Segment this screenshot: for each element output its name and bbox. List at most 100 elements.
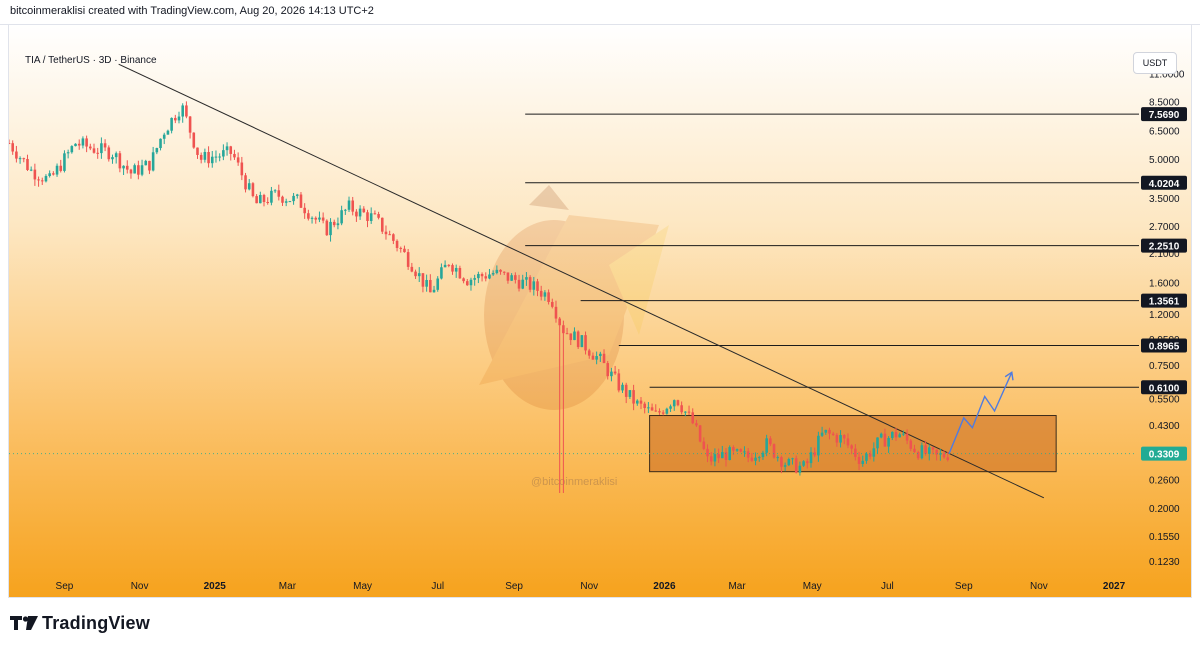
y-tick-label: 0.2000 [1149, 504, 1180, 515]
candle-body [695, 423, 698, 426]
candle-body [159, 138, 162, 149]
candle-body [562, 325, 565, 334]
candle-body [735, 449, 739, 451]
downtrend-line [118, 63, 1045, 499]
candle-body [462, 278, 465, 282]
candle-body [355, 211, 358, 217]
y-tick-label: 8.5000 [1149, 98, 1180, 109]
candle-body [580, 335, 584, 348]
candle-body [225, 146, 229, 151]
chart-background [9, 25, 1191, 597]
candle-body [521, 279, 525, 289]
candle-body [539, 290, 543, 297]
level-price-badge [1141, 175, 1187, 190]
candle-body [824, 429, 828, 433]
candle-body [743, 451, 746, 453]
candle-body [547, 292, 550, 302]
y-tick-label: 1.2000 [1149, 310, 1180, 321]
candle-body [865, 453, 868, 461]
candle-body [783, 465, 787, 467]
candle-body [177, 116, 181, 121]
y-tick-label: 0.4300 [1149, 421, 1180, 432]
candle-body [273, 190, 277, 192]
candle-body [92, 148, 96, 153]
candle-body [48, 173, 51, 177]
candle-body [321, 217, 325, 221]
x-tick-label: Nov [131, 581, 149, 592]
candle-body [595, 356, 598, 360]
candle-body [750, 457, 754, 461]
candle-body [192, 132, 196, 148]
price-chart[interactable]: @bitcoinmeraklisi 11.0000 8.5000 6.5000 5.0… [9, 25, 1192, 598]
candle-body [336, 223, 340, 226]
candle-body [222, 150, 225, 157]
candle-body [29, 169, 33, 171]
candle-body [140, 165, 144, 175]
candle-body [307, 213, 310, 219]
candle-body [499, 269, 502, 272]
candle-body [74, 143, 77, 147]
candle-body [436, 278, 440, 290]
candle-body [732, 447, 735, 451]
candle-body [872, 448, 876, 457]
candle-body [772, 444, 776, 458]
candle-body [81, 138, 85, 146]
candle-body [122, 165, 125, 169]
candle-body [491, 273, 495, 275]
candle-body [931, 447, 935, 450]
candle-body [125, 165, 129, 170]
symbol-info: TIA / TetherUS · 3D · Binance [25, 55, 157, 66]
footer-branding: TradingView [10, 610, 150, 636]
candle-body [536, 281, 539, 291]
candle-body [196, 147, 199, 155]
candle-body [458, 267, 462, 279]
candle-body [332, 221, 336, 226]
x-tick-label: Nov [580, 581, 598, 592]
candle-body [828, 429, 831, 434]
y-tick-label: 2.7000 [1149, 222, 1180, 233]
candle-body [831, 433, 835, 435]
candle-body [628, 390, 632, 397]
candle-body [473, 278, 476, 280]
candle-body [617, 373, 621, 391]
candle-body [709, 456, 713, 462]
candle-body [528, 277, 532, 290]
candle-body [284, 201, 288, 203]
candle-body [59, 165, 63, 171]
candle-body [403, 248, 406, 253]
candle-body [639, 400, 643, 404]
candle-body [207, 151, 210, 164]
candle-body [44, 176, 48, 182]
y-tick-label: 1.6000 [1149, 279, 1180, 290]
candle-body [654, 410, 658, 412]
candle-body [129, 169, 133, 174]
candle-body [676, 400, 680, 406]
candle-body [514, 275, 517, 280]
candle-body [584, 335, 587, 351]
candle-body [414, 271, 417, 277]
candle-body [857, 456, 861, 464]
candle-body [85, 138, 88, 147]
candle-body [395, 240, 399, 248]
candle-body [133, 165, 136, 174]
candle-body [591, 355, 595, 360]
currency-button[interactable]: USDT [1133, 52, 1177, 74]
candle-body [624, 384, 628, 397]
candle-body [100, 143, 103, 154]
candle-body [151, 152, 155, 171]
candle-body [517, 279, 521, 289]
candle-body [717, 454, 720, 459]
candle-body [643, 403, 646, 409]
candle-body [632, 390, 635, 404]
candle-body [199, 154, 203, 160]
candle-body [502, 271, 506, 273]
candle-body [295, 194, 299, 196]
candle-body [70, 146, 74, 153]
candle-body [103, 143, 107, 148]
chart-panel[interactable]: @bitcoinmeraklisi 11.0000 8.5000 6.5000 5.0… [8, 24, 1192, 598]
candle-body [687, 411, 691, 413]
y-tick-label: 3.5000 [1149, 194, 1180, 205]
candle-body [347, 200, 351, 210]
candle-body [251, 183, 255, 197]
candle-body [905, 433, 909, 441]
